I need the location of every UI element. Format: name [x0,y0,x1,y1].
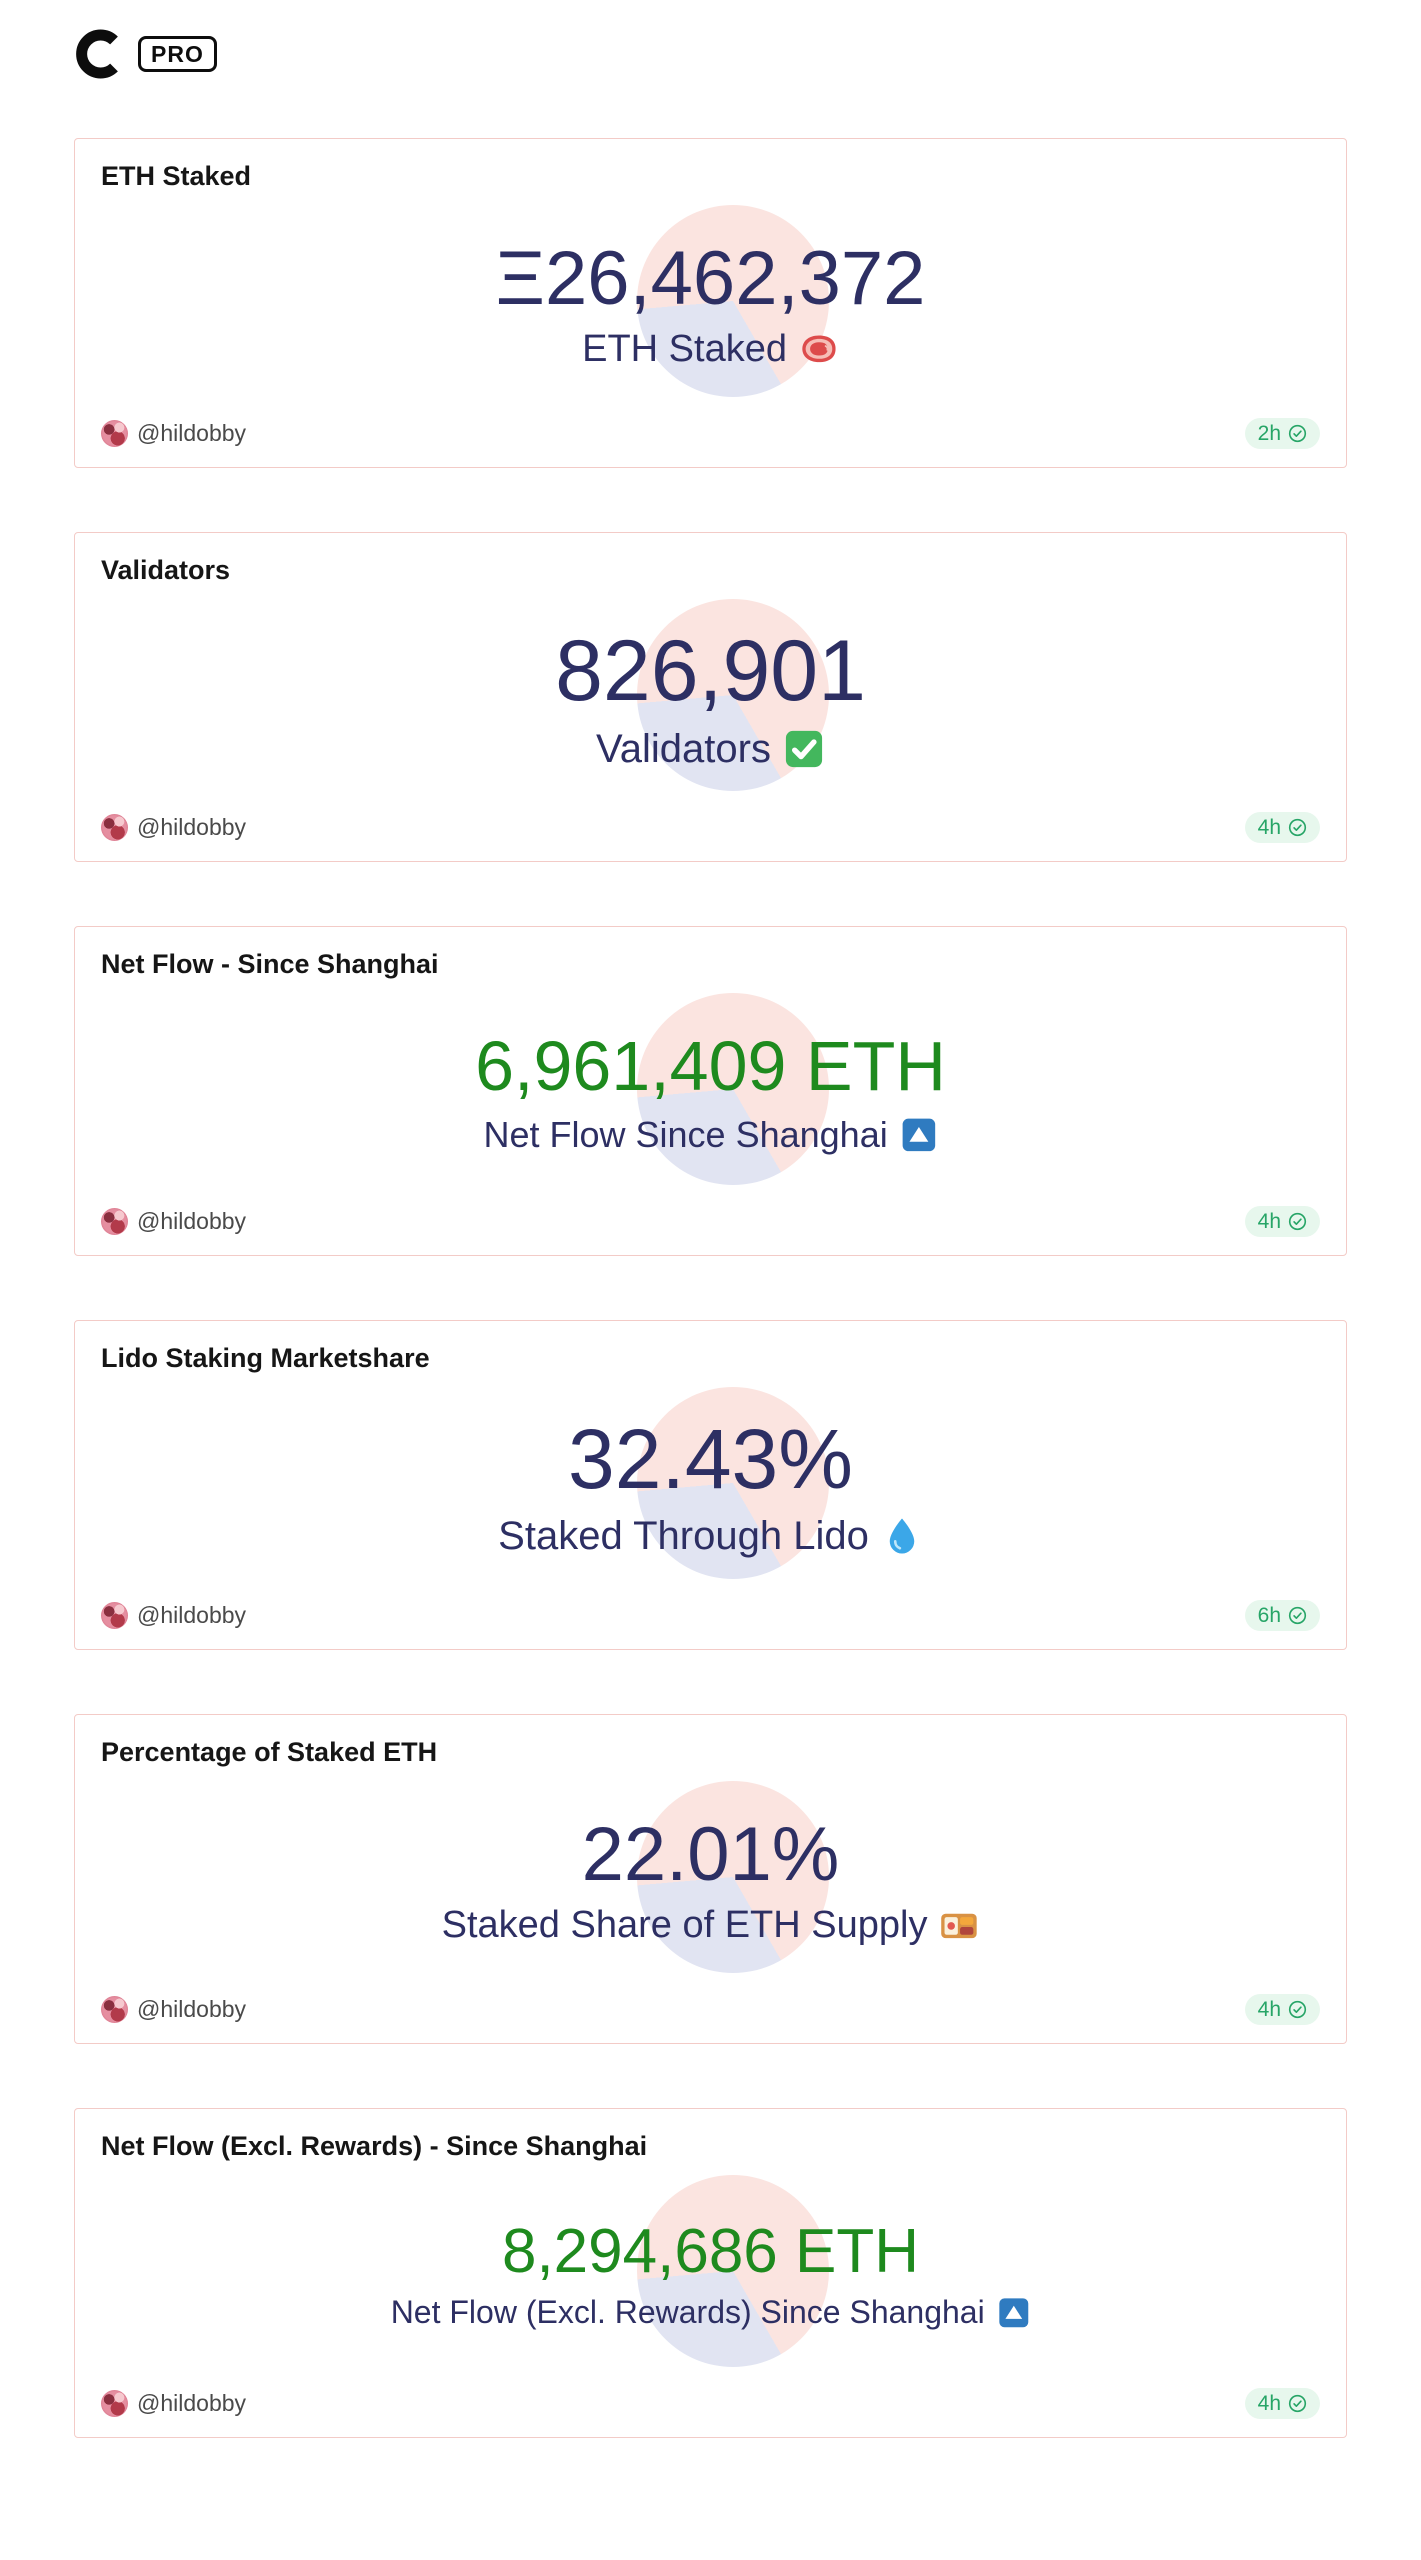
check-circle-icon [1288,1606,1307,1625]
refresh-age: 4h [1257,816,1281,839]
card-footer: @hildobby 2h [101,418,1320,449]
refresh-age: 2h [1257,422,1281,445]
avatar [101,1208,128,1235]
up-button-icon [997,2296,1031,2330]
droplet-icon [881,1515,923,1557]
subtitle-text: Staked Share of ETH Supply [441,1904,928,1947]
author-link[interactable]: @hildobby [101,1602,246,1629]
author-handle: @hildobby [137,814,247,840]
card-title: Percentage of Staked ETH [101,1737,438,1767]
card-title: Net Flow - Since Shanghai [101,949,439,979]
counter-subtitle: Validators [596,727,825,772]
counter-card-eth-staked: ETH Staked Ξ26,462,372 ETH Staked [74,138,1347,468]
logo-c-icon [74,28,126,80]
check-mark-icon [783,728,825,770]
author-handle: @hildobby [137,420,247,446]
counter-card-lido-marketshare: Lido Staking Marketshare 32.43% Staked T… [74,1320,1347,1650]
card-body: 8,294,686 ETH Net Flow (Excl. Rewards) S… [101,2162,1320,2388]
author-handle: @hildobby [137,1208,247,1234]
author-handle: @hildobby [137,2390,247,2416]
author-link[interactable]: @hildobby [101,1996,246,2023]
pro-badge: PRO [138,35,217,73]
card-footer: @hildobby 4h [101,1994,1320,2025]
subtitle-text: Net Flow (Excl. Rewards) Since Shanghai [390,2294,985,2331]
author-link[interactable]: @hildobby [101,2390,246,2417]
check-circle-icon [1288,818,1307,837]
check-circle-icon [1288,1212,1307,1231]
pie-decoration [636,1387,829,1579]
counter-card-staked-percentage: Percentage of Staked ETH 22.01% Staked S… [74,1714,1347,2044]
refresh-age: 6h [1257,1604,1281,1627]
card-footer: @hildobby 4h [101,1206,1320,1237]
top-bar: PRO [74,28,1347,80]
counter-value: 32.43% [568,1412,853,1507]
counter-card-validators: Validators 826,901 Validators @hildobby [74,532,1347,862]
card-footer: @hildobby 4h [101,812,1320,843]
avatar [101,1602,128,1629]
card-title: Lido Staking Marketshare [101,1343,430,1373]
card-title: Validators [101,555,231,585]
refresh-badge[interactable]: 2h [1244,418,1320,449]
author-link[interactable]: @hildobby [101,420,246,447]
card-footer: @hildobby 4h [101,2388,1320,2419]
card-body: Ξ26,462,372 ETH Staked [101,192,1320,418]
bento-box-icon [939,1906,979,1946]
counter-value: 826,901 [555,623,866,720]
refresh-badge[interactable]: 4h [1244,1206,1320,1237]
subtitle-text: Net Flow Since Shanghai [483,1113,888,1155]
avatar [101,1996,128,2023]
author-handle: @hildobby [137,1602,247,1628]
counter-value: Ξ26,462,372 [495,235,926,321]
refresh-age: 4h [1257,1210,1281,1233]
author-handle: @hildobby [137,1996,247,2022]
counter-card-net-flow-excl-rewards: Net Flow (Excl. Rewards) - Since Shangha… [74,2108,1347,2438]
pie-decoration [636,993,829,1185]
avatar [101,2390,128,2417]
card-footer: @hildobby 6h [101,1600,1320,1631]
refresh-badge[interactable]: 6h [1244,1600,1320,1631]
pie-decoration [636,205,829,397]
card-body: 6,961,409 ETH Net Flow Since Shanghai [101,980,1320,1206]
subtitle-text: Staked Through Lido [498,1513,869,1558]
counter-value: 22.01% [581,1811,840,1897]
author-link[interactable]: @hildobby [101,1208,246,1235]
subtitle-text: Validators [596,726,771,771]
card-title: Net Flow (Excl. Rewards) - Since Shangha… [101,2131,648,2161]
card-title: ETH Staked [101,161,252,191]
counter-subtitle: Staked Through Lido [498,1514,923,1559]
refresh-badge[interactable]: 4h [1244,812,1320,843]
steak-icon [799,330,839,370]
avatar [101,420,128,447]
app-logo[interactable]: PRO [74,28,217,80]
counter-subtitle: Net Flow Since Shanghai [483,1114,937,1156]
card-body: 826,901 Validators [101,586,1320,812]
refresh-age: 4h [1257,2392,1281,2415]
avatar [101,814,128,841]
subtitle-text: ETH Staked [582,328,787,371]
refresh-badge[interactable]: 4h [1244,1994,1320,2025]
refresh-badge[interactable]: 4h [1244,2388,1320,2419]
card-body: 22.01% Staked Share of ETH Supply [101,1768,1320,1994]
pie-decoration [636,2175,829,2367]
author-link[interactable]: @hildobby [101,814,246,841]
check-circle-icon [1288,2394,1307,2413]
refresh-age: 4h [1257,1998,1281,2021]
counter-value: 8,294,686 ETH [501,2216,920,2286]
counter-subtitle: ETH Staked [582,328,839,371]
counter-subtitle: Staked Share of ETH Supply [442,1904,980,1947]
counter-subtitle: Net Flow (Excl. Rewards) Since Shanghai [391,2294,1031,2331]
check-circle-icon [1288,424,1307,443]
card-body: 32.43% Staked Through Lido [101,1374,1320,1600]
pie-decoration [636,1781,829,1973]
counter-value: 6,961,409 ETH [475,1027,946,1106]
check-circle-icon [1288,2000,1307,2019]
counter-card-net-flow: Net Flow - Since Shanghai 6,961,409 ETH … [74,926,1347,1256]
up-button-icon [900,1116,938,1154]
